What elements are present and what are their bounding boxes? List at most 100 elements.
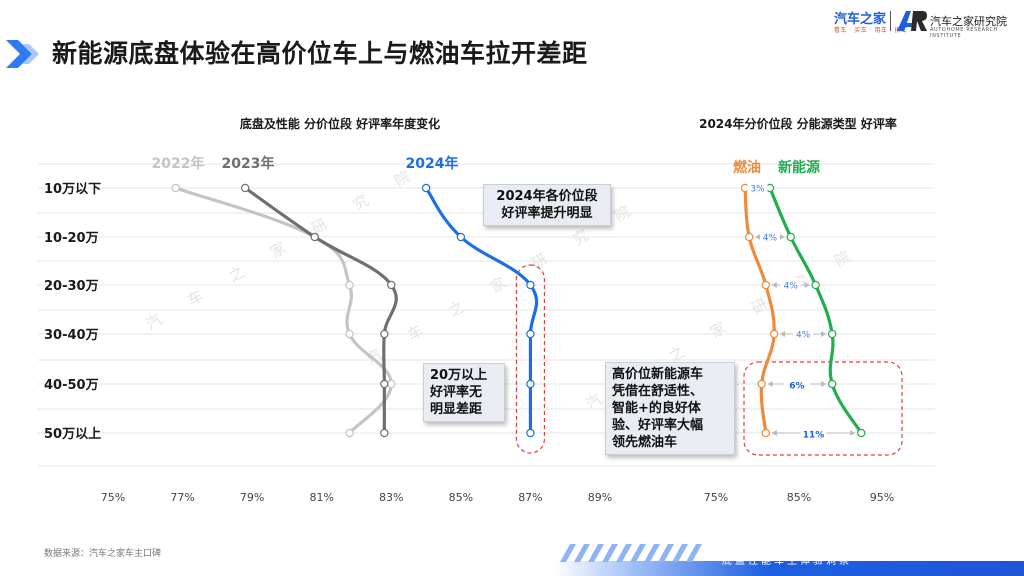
data-point — [456, 232, 466, 242]
callout-nev-lead-line: 凭借在舒适性、 — [612, 384, 704, 399]
callout-nev-lead: 高价位新能源车 凭借在舒适性、 智能+的良好体 验、好评率大幅 领先燃油车 — [605, 362, 735, 455]
gap-label-bg — [780, 278, 801, 292]
callout-nev-lead-line: 智能+的良好体 — [612, 401, 701, 416]
gap-label: 4% — [796, 331, 811, 341]
callout-growth-line: 好评率提升明显 — [501, 206, 593, 221]
footer-bar — [0, 561, 1024, 576]
category-label: 20-30万 — [44, 279, 99, 294]
gap-arrowhead-icon — [771, 430, 777, 436]
series-label: 新能源 — [778, 159, 820, 176]
data-point — [526, 379, 535, 389]
data-point — [811, 280, 820, 290]
callout-growth: 2024年各价位段 好评率提升明显 — [483, 184, 611, 226]
category-label: 50万以上 — [44, 427, 101, 442]
footer-title: 底盘性能车主体验洞察 — [722, 556, 852, 567]
series-line — [768, 186, 863, 435]
data-point — [380, 428, 389, 438]
data-point — [240, 183, 250, 193]
category-label: 10万以下 — [44, 182, 101, 197]
tick-label: 75% — [101, 491, 125, 504]
data-point — [526, 428, 535, 438]
page-number: 8 — [1007, 552, 1014, 563]
data-point — [345, 280, 354, 290]
tick-label: 85% — [787, 491, 811, 504]
data-point — [526, 280, 535, 290]
gap-arrowhead-icon — [771, 282, 777, 288]
highlight-layer — [515, 264, 903, 456]
highlight-box — [743, 361, 903, 456]
data-point — [310, 232, 319, 242]
gap-arrowhead-icon — [779, 234, 785, 240]
chart-title-right: 2024年分价位段 分能源类型 好评率 — [699, 116, 897, 131]
source-note: 数据来源：汽车之家车主口碑 — [44, 549, 162, 559]
gap-arrowhead-icon — [780, 331, 786, 337]
institute-logo-icon — [897, 11, 927, 31]
category-label: 30-40万 — [44, 328, 99, 343]
data-point — [761, 428, 771, 438]
gap-label-bg — [759, 230, 780, 244]
series-line — [743, 186, 776, 435]
callout-nev-lead-line: 验、好评率大幅 — [612, 418, 704, 433]
institute-name: 汽车之家研究院 — [930, 15, 1007, 28]
callout-no-gap-line: 好评率无 — [430, 385, 483, 400]
logo-divider — [890, 11, 891, 31]
gap-label: 4% — [784, 282, 799, 292]
gap-label: 4% — [763, 234, 778, 244]
callout-no-gap-line: 明显差距 — [430, 402, 483, 417]
callout-no-gap-line: 20万以上 — [430, 368, 488, 383]
institute-name-en: AUTOHOME RESEARCH INSTITUTE — [930, 27, 998, 39]
data-point — [526, 329, 535, 339]
series-label: 燃油 — [733, 159, 761, 176]
gap-label: 3% — [750, 185, 765, 195]
data-point — [171, 183, 180, 193]
gap-label: 6% — [789, 382, 804, 392]
callout-no-gap: 20万以上 好评率无 明显差距 — [423, 363, 505, 422]
series-label: 2023年 — [222, 155, 275, 172]
data-point — [745, 232, 754, 242]
data-point — [757, 379, 766, 389]
data-point — [345, 428, 354, 438]
data-point — [387, 379, 396, 389]
gap-arrowhead-icon — [821, 381, 827, 387]
data-point — [828, 329, 837, 339]
tick-label: 77% — [170, 491, 194, 504]
tick-label: 85% — [449, 491, 473, 504]
gap-label-bg — [800, 426, 827, 440]
callout-growth-line: 2024年各价位段 — [496, 189, 598, 204]
tick-label: 87% — [518, 491, 542, 504]
series-label: 2024年 — [406, 155, 459, 172]
series-label: 2022年 — [152, 155, 205, 172]
data-point — [828, 379, 837, 389]
tick-label: 75% — [704, 491, 728, 504]
gap-label-bg — [793, 327, 814, 341]
data-point — [345, 329, 354, 339]
gap-arrowhead-icon — [821, 331, 827, 337]
tick-label: 79% — [240, 491, 264, 504]
gap-label-bg — [783, 377, 810, 391]
gap-label: 11% — [803, 431, 825, 441]
tick-label: 83% — [379, 491, 403, 504]
tick-label: 95% — [870, 491, 894, 504]
data-point — [761, 280, 771, 290]
data-point — [786, 232, 795, 242]
gap-arrowhead-icon — [850, 430, 856, 436]
gap-arrowhead-icon — [804, 282, 810, 288]
brand-name: 汽车之家 — [834, 12, 887, 27]
highlight-box — [515, 264, 546, 454]
gap-arrowhead-icon — [755, 234, 761, 240]
brand-logo: 汽车之家 看车 · 买车 · 用车 · 换车 汽车之家研究院 AUTOHOME … — [832, 8, 1022, 39]
gap-label-bg — [747, 181, 768, 195]
gap-arrowhead-icon — [767, 381, 773, 387]
data-point — [421, 183, 431, 193]
tick-label: 81% — [309, 491, 333, 504]
callout-nev-lead-line: 领先燃油车 — [612, 435, 678, 450]
footer-stripes-decoration — [560, 544, 702, 562]
chart-title-left: 底盘及性能 分价位段 好评率年度变化 — [240, 116, 440, 131]
watermark-text: 汽 车 之 家 研 究 院 — [143, 160, 425, 333]
title-chevron-icon — [6, 40, 39, 68]
data-point — [769, 329, 779, 339]
data-point — [380, 329, 389, 339]
brand-tagline: 看车 · 买车 · 用车 · 换车 — [834, 27, 908, 34]
category-label: 40-50万 — [44, 378, 99, 393]
